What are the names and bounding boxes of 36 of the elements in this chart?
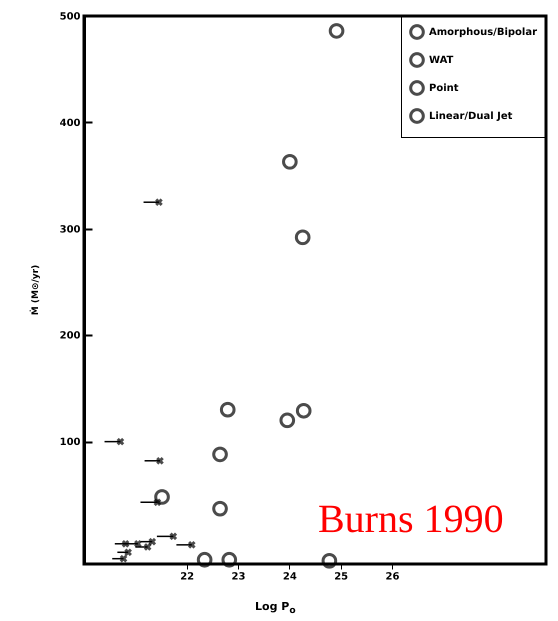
point <box>212 500 228 516</box>
point <box>294 230 311 246</box>
x-tick-label: 24 <box>282 572 297 582</box>
y-tick-label: 300 <box>60 224 81 236</box>
point <box>134 540 142 548</box>
point <box>296 402 312 419</box>
y-tick-label: 200 <box>60 330 81 342</box>
point <box>154 198 164 206</box>
legend-label: WAT <box>429 55 454 66</box>
y-tick-label: 400 <box>60 118 81 129</box>
point <box>220 402 236 418</box>
x-tick-label: 25 <box>334 572 348 582</box>
point <box>188 540 196 550</box>
point <box>221 552 238 568</box>
y-axis-title: Ṁ (M⊙/yr) <box>31 264 41 316</box>
point <box>116 437 125 446</box>
x-axis-title: Log P$_{o}$ <box>255 600 296 616</box>
annotation: Burns 1990 <box>318 495 504 542</box>
point <box>153 498 162 507</box>
legend-label: Point <box>429 83 459 94</box>
point <box>154 489 170 505</box>
legend-label: Linear/Dual Jet <box>429 111 513 122</box>
x-tick-label: 26 <box>386 572 400 582</box>
x-tick-label: 22 <box>180 572 194 582</box>
point <box>196 552 212 568</box>
point <box>212 446 228 462</box>
legend-label: Amorphous/Bipolar <box>429 27 538 38</box>
y-tick-label: 500 <box>60 12 81 22</box>
point <box>282 154 298 170</box>
x-tick-label: 23 <box>232 572 246 582</box>
point <box>328 23 344 39</box>
y-tick-label: 100 <box>60 437 81 448</box>
point <box>156 456 164 466</box>
point <box>322 552 338 569</box>
point <box>169 532 178 541</box>
point <box>279 412 296 428</box>
